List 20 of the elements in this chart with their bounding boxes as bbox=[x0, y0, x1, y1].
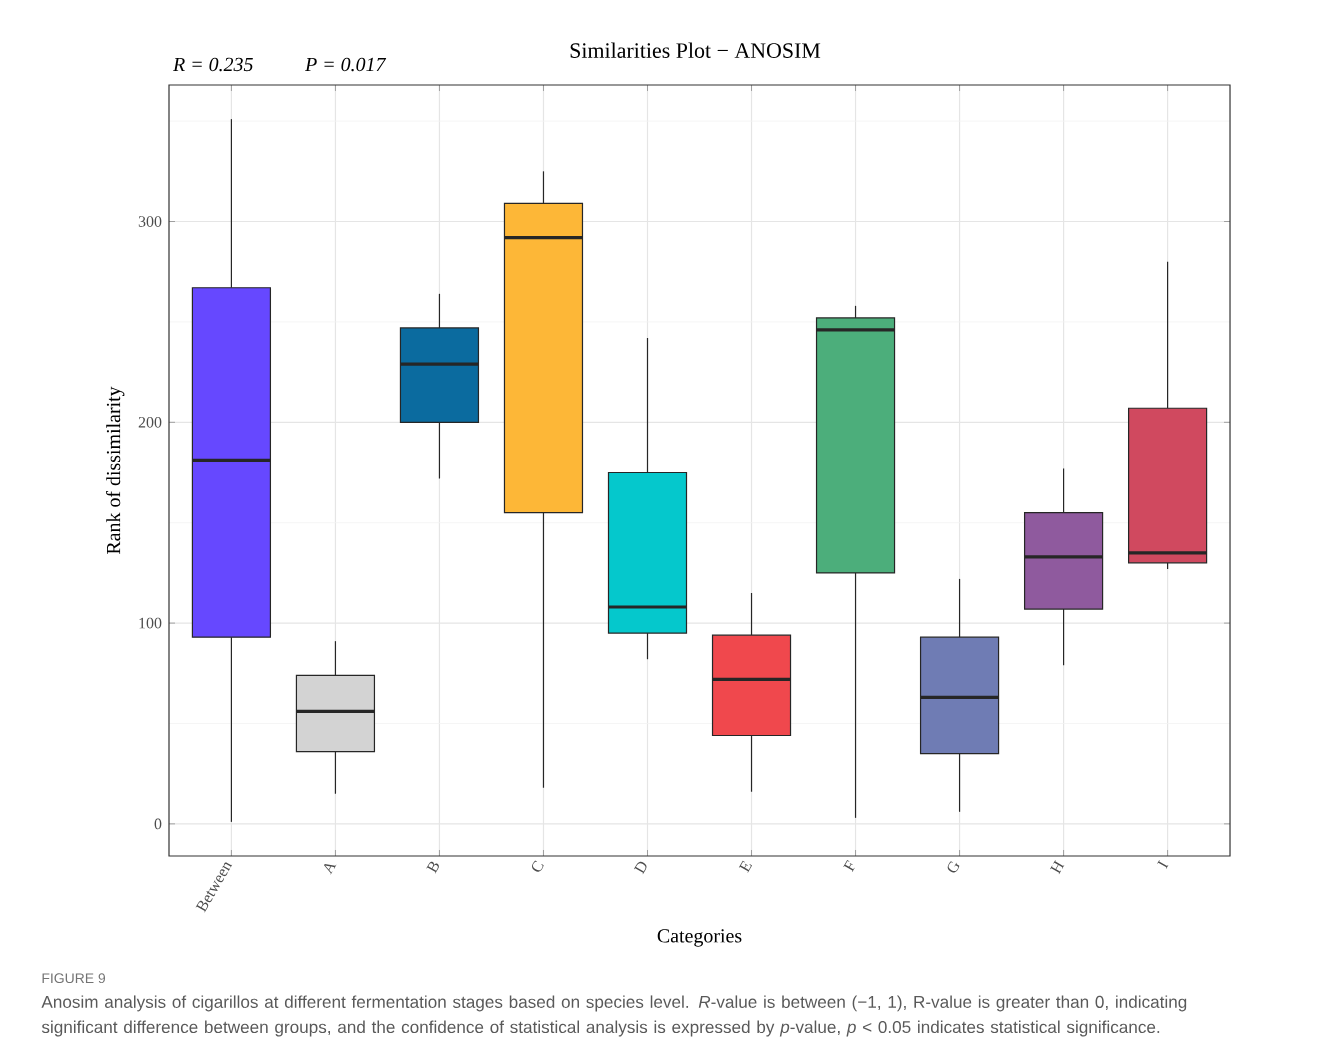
x-tick-label: B bbox=[426, 861, 439, 874]
caption: FIGURE 9 bbox=[42, 973, 106, 984]
y-tick-label: 0 bbox=[154, 818, 162, 830]
y-tick-label: 200 bbox=[138, 416, 162, 428]
y-tick-label: 100 bbox=[139, 617, 162, 629]
x-tick-label: E bbox=[738, 860, 753, 873]
x-tick-label: A bbox=[324, 863, 337, 875]
y-tick-label: 300 bbox=[138, 216, 162, 227]
text: R = 0.235 bbox=[172, 57, 253, 72]
chart-title: Similarities Plot − ANOSIM bbox=[570, 42, 821, 58]
x-tick-label: C bbox=[532, 860, 544, 872]
x-tick-label: D bbox=[633, 861, 647, 875]
x-tick-label: F bbox=[843, 860, 855, 872]
x-tick-label: I bbox=[1157, 859, 1169, 869]
text: P = 0.017 bbox=[304, 57, 387, 72]
y-axis-title: Rank of dissimilarity bbox=[106, 386, 125, 555]
x-tick-label: H bbox=[1050, 859, 1065, 875]
x-axis-title: Categories bbox=[657, 929, 742, 947]
x-tick-label: G bbox=[947, 861, 960, 873]
text: Anosim analysis of cigarillos at different fermentation stages based on species level. R-value is between (−1, 1), R-value is greater than 0, indicating significant difference between groups, and the confidence of statistical analysis is expressed by p-value, p < 0.05 indicates statistical significance. bbox=[41, 995, 1187, 1037]
